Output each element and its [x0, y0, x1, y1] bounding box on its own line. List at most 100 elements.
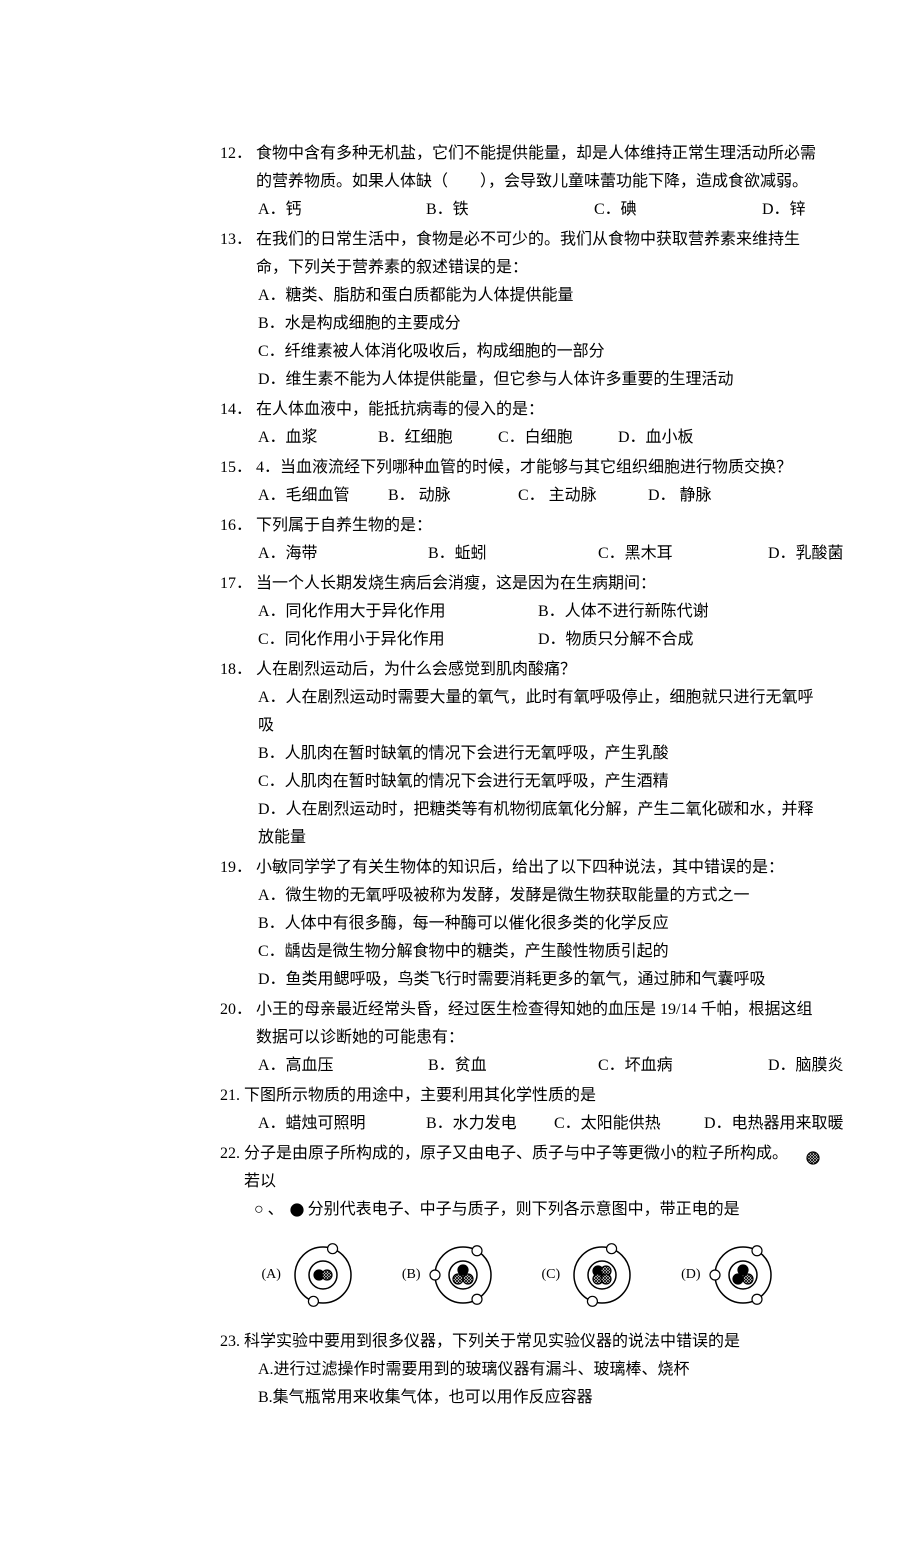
option: D． 静脉	[648, 482, 778, 510]
option: D．血小板	[618, 424, 738, 452]
option: A．微生物的无氧呼吸被称为发酵，发酵是微生物获取能量的方式之一	[220, 882, 820, 910]
question: 13．在我们的日常生活中，食物是必不可少的。我们从食物中获取营养素来维持生命，下…	[220, 226, 820, 394]
question-text: 分子是由原子所构成的，原子又由电子、质子与中子等更微小的粒子所构成。若以	[244, 1140, 796, 1196]
atom-svg	[287, 1239, 359, 1311]
option: D．电热器用来取暖	[704, 1110, 874, 1138]
atom-diagram: (D)	[681, 1239, 778, 1311]
question: 20．小王的母亲最近经常头昏，经过医生检查得知她的血压是 19/14 千帕，根据…	[220, 996, 820, 1080]
question-text: 4．当血液流经下列哪种血管的时候，才能够与其它组织细胞进行物质交换？	[256, 454, 820, 482]
question-text: 食物中含有多种无机盐，它们不能提供能量，却是人体维持正常生理活动所必需的营养物质…	[256, 140, 820, 196]
question: 16．下列属于自养生物的是：A．海带B．蚯蚓C．黑木耳D．乳酸菌	[220, 512, 820, 568]
diagram-label: (C)	[541, 1263, 560, 1288]
question-number: 17．	[220, 570, 252, 598]
option: C． 主动脉	[518, 482, 648, 510]
question-number: 12．	[220, 140, 252, 168]
diagram-label: (A)	[261, 1263, 280, 1288]
option: D．脑膜炎	[768, 1052, 888, 1080]
diagram-label: (B)	[402, 1263, 421, 1288]
question-text: 下图所示物质的用途中，主要利用其化学性质的是	[244, 1082, 820, 1110]
option: B．贫血	[428, 1052, 598, 1080]
question-text: 科学实验中要用到很多仪器，下列关于常见实验仪器的说法中错误的是	[244, 1328, 820, 1356]
option: C．太阳能供热	[554, 1110, 704, 1138]
atom-diagram: (B)	[402, 1239, 499, 1311]
question-number: 13．	[220, 226, 252, 254]
question-number: 14．	[220, 396, 252, 424]
option: B．人体中有很多酶，每一种酶可以催化很多类的化学反应	[220, 910, 820, 938]
option: B．铁	[426, 196, 594, 224]
question-number: 19．	[220, 854, 252, 882]
options-row: A．钙B．铁C．碘D．锌	[220, 196, 820, 224]
option: A．同化作用大于异化作用	[258, 598, 538, 626]
option: A．毛细血管	[258, 482, 388, 510]
proton-legend-icon	[796, 1140, 820, 1172]
option: A．蜡烛可照明	[258, 1110, 426, 1138]
option: C．碘	[594, 196, 762, 224]
option: C．纤维素被人体消化吸收后，构成细胞的一部分	[220, 338, 820, 366]
option: D．物质只分解不合成	[538, 626, 694, 654]
option: A．海带	[258, 540, 428, 568]
option: A．血浆	[258, 424, 378, 452]
option: C．人肌肉在暂时缺氧的情况下会进行无氧呼吸，产生酒精	[220, 768, 820, 796]
question-number: 15．	[220, 454, 252, 482]
options-row: A．毛细血管B． 动脉C． 主动脉D． 静脉	[220, 482, 820, 510]
question: 18．人在剧烈运动后，为什么会感觉到肌肉酸痛？A．人在剧烈运动时需要大量的氧气，…	[220, 656, 820, 852]
question-number: 16．	[220, 512, 252, 540]
question-number: 20．	[220, 996, 252, 1024]
question: 12．食物中含有多种无机盐，它们不能提供能量，却是人体维持正常生理活动所必需的营…	[220, 140, 820, 224]
option: A．糖类、脂肪和蛋白质都能为人体提供能量	[220, 282, 820, 310]
atom-diagram: (A)	[261, 1239, 358, 1311]
option: D．锌	[762, 196, 882, 224]
options-row: C．同化作用小于异化作用D．物质只分解不合成	[220, 626, 820, 654]
option: D．鱼类用鳃呼吸，鸟类飞行时需要消耗更多的氧气，通过肺和气囊呼吸	[220, 966, 820, 994]
question-text: 在我们的日常生活中，食物是必不可少的。我们从食物中获取营养素来维持生命，下列关于…	[256, 226, 820, 282]
atom-svg	[566, 1239, 638, 1311]
question-text: 小王的母亲最近经常头昏，经过医生检查得知她的血压是 19/14 千帕，根据这组数…	[256, 996, 820, 1052]
question-text: 小敏同学学了有关生物体的知识后，给出了以下四种说法，其中错误的是：	[256, 854, 820, 882]
option: B．水力发电	[426, 1110, 554, 1138]
option: D．乳酸菌	[768, 540, 888, 568]
question: 23.科学实验中要用到很多仪器，下列关于常见实验仪器的说法中错误的是A.进行过滤…	[220, 1328, 820, 1412]
question-number: 21.	[220, 1082, 240, 1110]
question-number: 18．	[220, 656, 252, 684]
question-text: 下列属于自养生物的是：	[256, 512, 820, 540]
option: B．水是构成细胞的主要成分	[220, 310, 820, 338]
option: B.集气瓶常用来收集气体，也可以用作反应容器	[220, 1384, 820, 1412]
options-row: A．高血压B．贫血C．坏血病D．脑膜炎	[220, 1052, 820, 1080]
question: 22.分子是由原子所构成的，原子又由电子、质子与中子等更微小的粒子所构成。若以 …	[220, 1140, 820, 1326]
question: 19．小敏同学学了有关生物体的知识后，给出了以下四种说法，其中错误的是：A．微生…	[220, 854, 820, 994]
question: 14．在人体血液中，能抵抗病毒的侵入的是：A．血浆B．红细胞C．白细胞D．血小板	[220, 396, 820, 452]
question-text: 当一个人长期发烧生病后会消瘦，这是因为在生病期间：	[256, 570, 820, 598]
atom-svg	[707, 1239, 779, 1311]
option: B．人体不进行新陈代谢	[538, 598, 709, 626]
question: 17．当一个人长期发烧生病后会消瘦，这是因为在生病期间：A．同化作用大于异化作用…	[220, 570, 820, 654]
question-number: 22.	[220, 1140, 240, 1168]
option: D．维生素不能为人体提供能量，但它参与人体许多重要的生理活动	[220, 366, 820, 394]
question-number: 23.	[220, 1328, 240, 1356]
option: B．人肌肉在暂时缺氧的情况下会进行无氧呼吸，产生乳酸	[220, 740, 820, 768]
options-row: A．海带B．蚯蚓C．黑木耳D．乳酸菌	[220, 540, 820, 568]
atom-diagram: (C)	[541, 1239, 638, 1311]
option: C．坏血病	[598, 1052, 768, 1080]
option: C．黑木耳	[598, 540, 768, 568]
option: A．高血压	[258, 1052, 428, 1080]
question-text-line2: ○ 、 分别代表电子、中子与质子，则下列各示意图中，带正电的是	[220, 1196, 820, 1224]
option: B．红细胞	[378, 424, 498, 452]
option: A.进行过滤操作时需要用到的玻璃仪器有漏斗、玻璃棒、烧杯	[220, 1356, 820, 1384]
atom-svg	[427, 1239, 499, 1311]
option: B． 动脉	[388, 482, 518, 510]
diagram-label: (D)	[681, 1263, 700, 1288]
atom-diagram-row: (A) (B) (C) (D)	[220, 1224, 820, 1326]
question-text: 在人体血液中，能抵抗病毒的侵入的是：	[256, 396, 820, 424]
question: 15．4．当血液流经下列哪种血管的时候，才能够与其它组织细胞进行物质交换？A．毛…	[220, 454, 820, 510]
options-row: A．血浆B．红细胞C．白细胞D．血小板	[220, 424, 820, 452]
option: A．人在剧烈运动时需要大量的氧气，此时有氧呼吸停止，细胞就只进行无氧呼吸	[220, 684, 820, 740]
option: C．龋齿是微生物分解食物中的糖类，产生酸性物质引起的	[220, 938, 820, 966]
option: B．蚯蚓	[428, 540, 598, 568]
option: C．白细胞	[498, 424, 618, 452]
options-row: A．蜡烛可照明B．水力发电C．太阳能供热D．电热器用来取暖	[220, 1110, 820, 1138]
options-row: A．同化作用大于异化作用B．人体不进行新陈代谢	[220, 598, 820, 626]
question: 21.下图所示物质的用途中，主要利用其化学性质的是A．蜡烛可照明B．水力发电C．…	[220, 1082, 820, 1138]
question-text: 人在剧烈运动后，为什么会感觉到肌肉酸痛？	[256, 656, 820, 684]
option: C．同化作用小于异化作用	[258, 626, 538, 654]
neutron-legend-icon	[288, 1201, 304, 1218]
